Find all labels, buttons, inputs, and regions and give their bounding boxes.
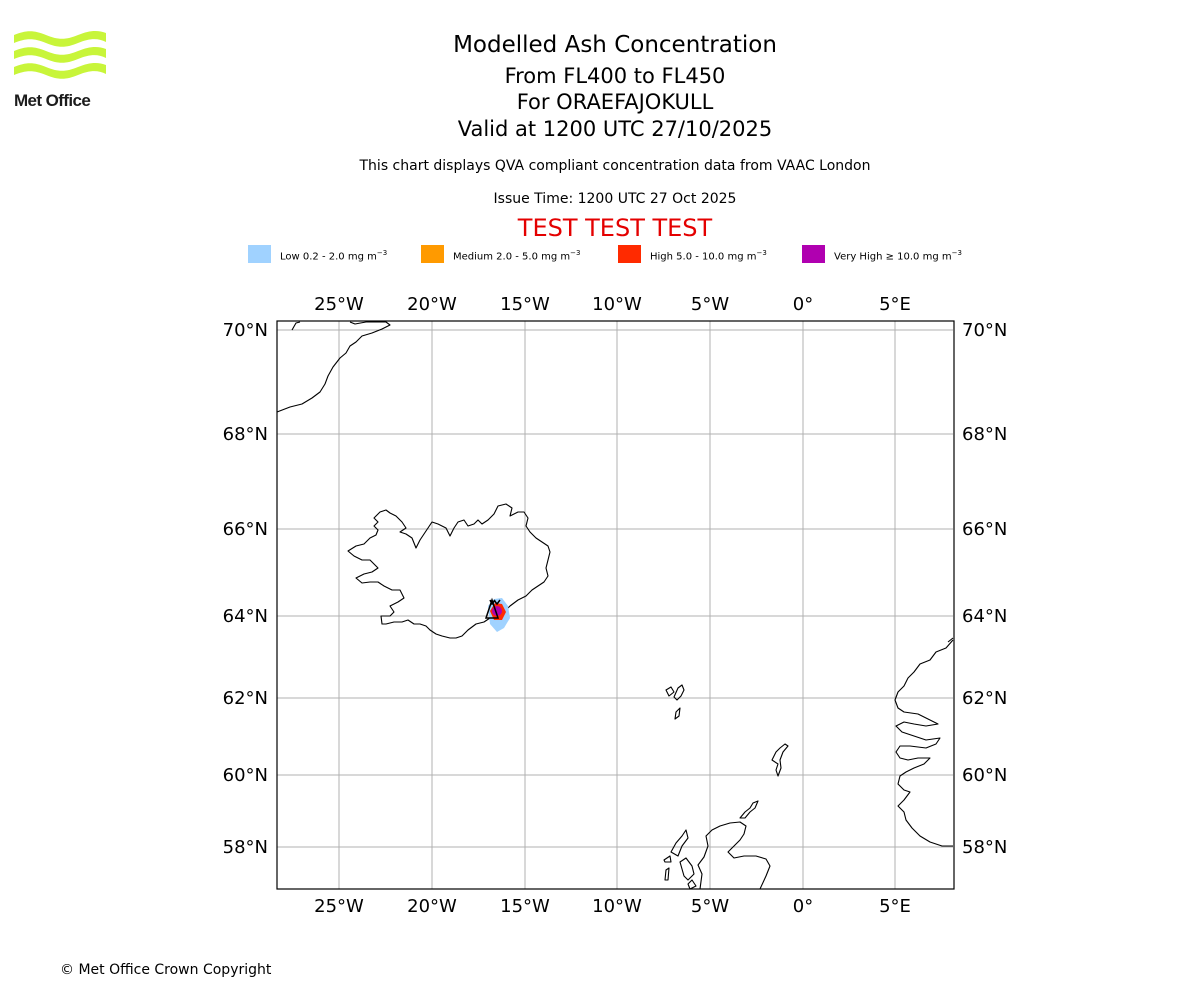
coast-greenland-fragment [291,321,301,331]
chart-description: This chart displays QVA compliant concen… [359,158,871,174]
coast-orkney [739,800,759,819]
volcano-triangle-icon [484,597,501,619]
logo-waves [14,30,106,79]
coastlines [276,321,954,890]
legend: Low 0.2 - 2.0 mg m−3 Medium 2.0 - 5.0 mg… [0,244,1200,266]
legend-label: Medium 2.0 - 5.0 mg m−3 [453,249,581,263]
coast-iceland [347,503,551,639]
coast-faroes [665,684,685,720]
lon-tick: 5°E [879,896,911,917]
legend-swatch [802,245,825,263]
lat-tick: 58°N [223,837,268,858]
lat-tick: 62°N [223,688,268,709]
lon-tick: 25°W [314,896,364,917]
lat-tick: 66°N [223,519,268,540]
lon-tick: 10°W [592,896,642,917]
lon-tick: 20°W [407,896,457,917]
lon-tick: 15°W [500,896,550,917]
lat-tick: 58°N [962,837,1007,858]
logo-text: Met Office [14,91,91,110]
lat-tick: 70°N [223,320,268,341]
lon-tick: 0° [793,896,813,917]
lat-tick: 68°N [962,424,1007,445]
lat-tick: 62°N [962,688,1007,709]
coast-norway-fragment [947,637,954,643]
lat-ticks-right: 70°N 68°N 66°N 64°N 62°N 60°N 58°N [962,320,1007,858]
gridlines [277,321,953,889]
lon-tick: 0° [793,294,813,315]
valid-time: Valid at 1200 UTC 27/10/2025 [457,117,773,141]
volcano-name: For ORAEFAJOKULL [516,90,714,114]
lat-tick: 60°N [223,765,268,786]
legend-swatch [618,245,641,263]
legend-label: High 5.0 - 10.0 mg m−3 [650,249,767,263]
logo-wave-icon [14,30,106,79]
legend-swatch [248,245,271,263]
lat-tick: 66°N [962,519,1007,540]
chart-title: Modelled Ash Concentration [453,32,777,58]
lon-ticks-bottom: 25°W 20°W 15°W 10°W 5°W 0° 5°E [314,896,911,917]
lat-tick: 64°N [223,606,268,627]
legend-label: Low 0.2 - 2.0 mg m−3 [280,249,388,263]
lon-tick: 15°W [500,294,550,315]
coast-hebrides [663,829,697,890]
ash-plume[interactable] [484,597,510,632]
map-frame [276,320,955,890]
copyright: © Met Office Crown Copyright [60,962,272,978]
level-range: From FL400 to FL450 [504,64,726,88]
lon-ticks-top: 25°W 20°W 15°W 10°W 5°W 0° 5°E [314,294,911,315]
test-banner: TEST TEST TEST [517,214,713,242]
coast-norway [894,639,954,847]
issue-time: Issue Time: 1200 UTC 27 Oct 2025 [493,191,737,207]
met-office-logo: Met Office [14,30,109,114]
lon-tick: 5°W [691,896,729,917]
lon-tick: 25°W [314,294,364,315]
coast-scotland [697,821,771,890]
lon-tick: 5°W [691,294,729,315]
coast-shetland [771,743,789,777]
lon-tick: 20°W [407,294,457,315]
legend-label: Very High ≥ 10.0 mg m−3 [834,249,962,263]
lon-tick: 10°W [592,294,642,315]
legend-swatch [421,245,444,263]
lat-tick: 70°N [962,320,1007,341]
lat-tick: 60°N [962,765,1007,786]
coast-greenland [276,321,391,413]
lat-ticks-left: 70°N 68°N 66°N 64°N 62°N 60°N 58°N [223,320,268,858]
lon-tick: 5°E [879,294,911,315]
lat-tick: 68°N [223,424,268,445]
lat-tick: 64°N [962,606,1007,627]
